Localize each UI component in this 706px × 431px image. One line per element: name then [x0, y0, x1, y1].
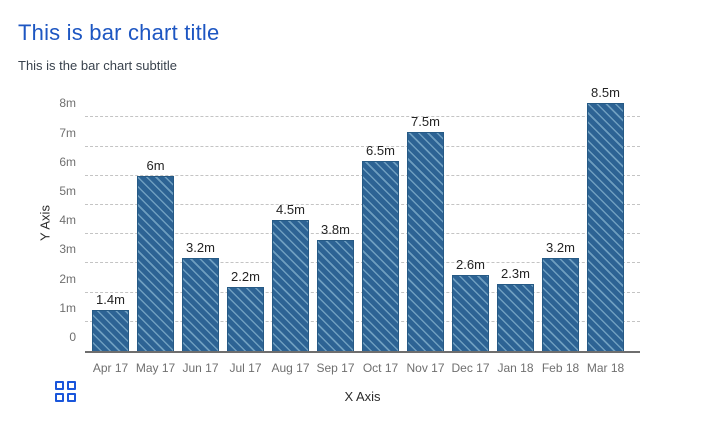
- x-tick-label: Apr 17: [92, 361, 129, 375]
- x-tick-label: Aug 17: [271, 361, 310, 375]
- y-axis-title: Y Axis: [37, 205, 53, 241]
- bar-oct-17[interactable]: [362, 161, 399, 351]
- bar-apr-17[interactable]: [92, 310, 129, 351]
- bar-value-label: 1.4m: [96, 292, 125, 308]
- bar-may-17[interactable]: [137, 175, 174, 351]
- bar-column: 8.5m Mar 18: [587, 85, 624, 375]
- bar-value-label: 3.2m: [186, 239, 215, 255]
- x-tick-label: Feb 18: [541, 361, 580, 375]
- x-tick-label: Mar 18: [586, 361, 625, 375]
- bar-value-label: 8.5m: [591, 84, 620, 100]
- bar-column: 6.5m Oct 17: [362, 143, 399, 375]
- x-tick-label: May 17: [135, 361, 176, 375]
- bar-jan-18[interactable]: [497, 283, 534, 351]
- apps-grid-icon[interactable]: [55, 381, 76, 402]
- y-tick-label: 0: [69, 330, 76, 344]
- x-tick-label: Dec 17: [451, 361, 490, 375]
- gridline: [85, 145, 640, 147]
- chart-subtitle: This is the bar chart subtitle: [18, 58, 177, 73]
- bar-column: 2.6m Dec 17: [451, 257, 489, 375]
- bar-value-label: 2.3m: [501, 265, 530, 281]
- chart-title: This is bar chart title: [18, 20, 220, 45]
- bar-column: 4.5m Aug 17: [271, 202, 309, 375]
- bar-jul-17[interactable]: [227, 286, 264, 351]
- bar-jun-17[interactable]: [182, 257, 219, 351]
- bar-column: 2.3m Jan 18: [497, 266, 534, 375]
- bar-value-label: 3.8m: [321, 222, 350, 238]
- bar-aug-17[interactable]: [272, 219, 309, 351]
- x-tick-label: Oct 17: [362, 361, 399, 375]
- bar-column: 3.2m Jun 17: [182, 240, 219, 375]
- bar-column: 2.2m Jul 17: [227, 269, 264, 375]
- x-tick-label: Jul 17: [229, 361, 262, 375]
- bar-sep-17[interactable]: [317, 240, 354, 351]
- bar-value-label: 7.5m: [411, 114, 440, 129]
- x-axis-line: [85, 351, 640, 353]
- bar-nov-17[interactable]: [407, 132, 444, 351]
- y-tick-label: 8m: [59, 96, 76, 111]
- bar-value-label: 3.2m: [546, 239, 575, 255]
- y-tick-label: 7m: [59, 125, 76, 140]
- bar-column: 1.4m Apr 17: [92, 292, 129, 375]
- apps-grid-icon-square: [55, 393, 64, 402]
- bar-value-label: 4.5m: [276, 201, 305, 217]
- x-axis-title: X Axis: [344, 389, 381, 404]
- y-tick-label: 1m: [59, 300, 76, 315]
- bar-mar-18[interactable]: [587, 102, 624, 351]
- bar-value-label: 2.2m: [231, 268, 260, 284]
- plot-area: 0 1m 2m 3m 4m 5m 6m 7m 8m 1.4m Apr 17 6m May 17 3.2m J…: [59, 85, 640, 375]
- y-tick-label: 2m: [59, 271, 76, 286]
- y-tick-label: 6m: [59, 154, 76, 169]
- bar-feb-18[interactable]: [542, 257, 579, 351]
- bar-column: 3.8m Sep 17: [316, 222, 354, 375]
- x-tick-label: Jan 18: [497, 361, 534, 375]
- x-tick-label: Nov 17: [406, 361, 445, 375]
- gridline: [85, 116, 640, 118]
- y-tick-label: 4m: [59, 213, 76, 228]
- x-tick-label: Jun 17: [182, 361, 219, 375]
- y-tick-label: 3m: [59, 242, 76, 257]
- bar-value-label: 2.6m: [456, 257, 485, 273]
- bar-column: 7.5m Nov 17: [406, 114, 444, 375]
- x-tick-label: Sep 17: [316, 361, 355, 375]
- apps-grid-icon-square: [67, 393, 76, 402]
- bar-column: 6m May 17: [136, 158, 175, 375]
- bar-column: 3.2m Feb 18: [542, 240, 579, 375]
- bar-dec-17[interactable]: [452, 275, 489, 351]
- apps-grid-icon-square: [67, 381, 76, 390]
- bar-value-label: 6.5m: [366, 143, 395, 159]
- bar-series: 1.4m Apr 17 6m May 17 3.2m Jun 17 2.2m Jul 17 4.…: [92, 85, 624, 375]
- bar-value-label: 6m: [146, 157, 165, 173]
- apps-grid-icon-square: [55, 381, 64, 390]
- y-tick-label: 5m: [59, 184, 76, 198]
